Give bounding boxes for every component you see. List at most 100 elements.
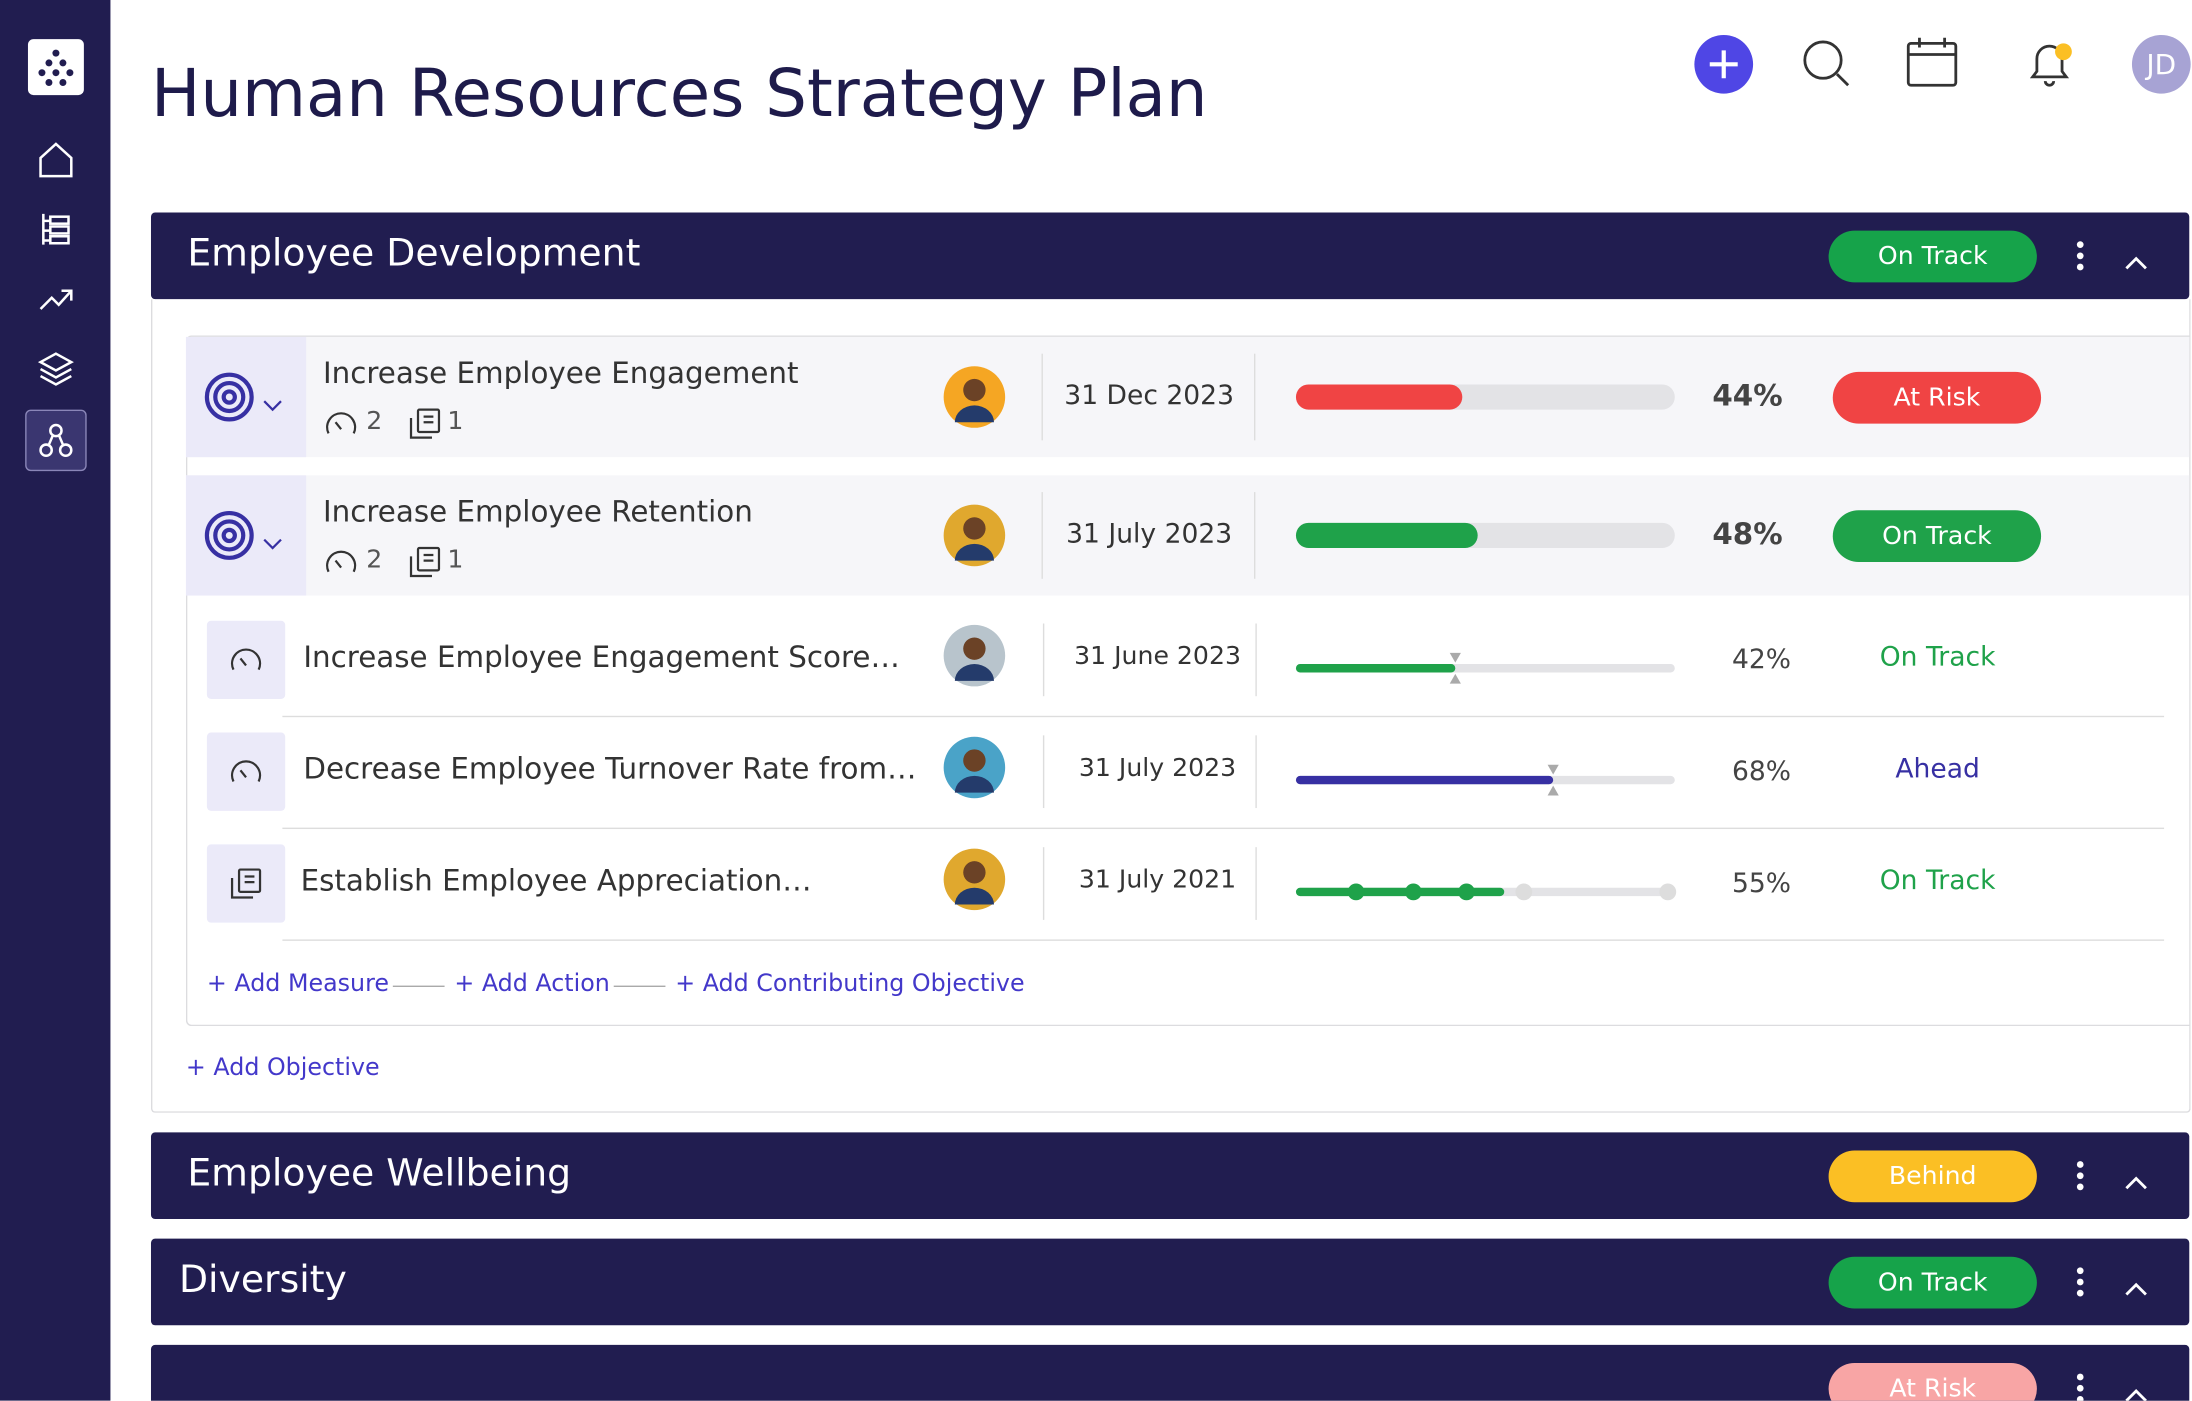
add-objective[interactable]: + Add Objective (185, 1054, 380, 1083)
measure-icon (324, 410, 358, 444)
divider (1255, 623, 1257, 697)
progress-label: 68% (1731, 756, 1791, 788)
due-date: 31 July 2023 (1078, 753, 1237, 783)
collapse-button[interactable] (2125, 1381, 2147, 1401)
logo[interactable] (27, 39, 84, 96)
user-avatar[interactable]: JD (2131, 34, 2191, 94)
key-result-title[interactable]: Increase Employee Engagement Score… (303, 640, 900, 674)
section-body (150, 299, 2191, 1113)
divider (1042, 735, 1045, 809)
avatar (943, 624, 1006, 687)
page-title: Human Resources Strategy Plan (150, 55, 1208, 133)
progress-bar (1295, 664, 1456, 673)
action-count: 1 (447, 545, 464, 575)
milestone (1658, 883, 1676, 901)
link-connector (392, 985, 445, 987)
key-result-icon[interactable] (206, 732, 286, 811)
trend-icon[interactable] (38, 285, 74, 313)
status-badge[interactable]: At Risk (1832, 371, 2042, 424)
key-result-icon[interactable] (206, 620, 286, 699)
key-result-icon[interactable] (206, 844, 286, 923)
expand-chevron[interactable] (263, 530, 283, 557)
progress-marker (1448, 651, 1462, 685)
due-date: 31 Dec 2023 (1064, 380, 1234, 412)
sidebar (0, 0, 111, 1401)
expand-chevron[interactable] (263, 391, 283, 418)
status-badge[interactable]: Behind (1828, 1150, 2037, 1203)
add-link[interactable]: + Add Action (454, 970, 610, 999)
divider (1255, 847, 1257, 920)
due-date: 31 July 2021 (1078, 865, 1237, 895)
status-badge[interactable]: On Track (1832, 510, 2042, 562)
status-text: Ahead (1895, 753, 1980, 785)
target-icon (203, 370, 256, 429)
progress-label: 42% (1731, 644, 1791, 676)
row-separator (282, 827, 2165, 830)
menu-button[interactable] (2076, 1267, 2084, 1303)
status-badge[interactable]: At Risk (1828, 1363, 2037, 1401)
menu-button[interactable] (2076, 1160, 2084, 1196)
network-icon (39, 423, 73, 458)
status-badge[interactable]: On Track (1828, 1256, 2037, 1309)
status-badge[interactable]: On Track (1828, 230, 2037, 283)
milestone (1348, 883, 1365, 901)
divider (1041, 492, 1043, 579)
status-text: On Track (1879, 641, 1996, 673)
progress-bar (1295, 775, 1554, 785)
avatar (943, 366, 1006, 428)
status-text: On Track (1879, 865, 1996, 897)
add-button[interactable] (1694, 34, 1754, 94)
notifications-icon[interactable] (2027, 38, 2077, 91)
key-result-title[interactable]: Decrease Employee Turnover Rate from… (303, 752, 917, 786)
measure-count: 2 (366, 545, 383, 575)
divider (1254, 353, 1256, 441)
action-icon (408, 545, 442, 584)
collapse-button[interactable] (2125, 1169, 2147, 1196)
objective-title[interactable]: Increase Employee Engagement (322, 356, 799, 391)
row-separator (282, 715, 2165, 718)
link-connector (613, 985, 666, 987)
add-link[interactable]: + Add Contributing Objective (675, 970, 1025, 999)
progress-bar (1295, 522, 1478, 549)
measure-count: 2 (366, 406, 383, 437)
milestone (1514, 883, 1532, 901)
collapse-button[interactable] (2125, 1275, 2147, 1302)
avatar (943, 848, 1006, 911)
key-result-title[interactable]: Establish Employee Appreciation… (300, 863, 812, 898)
search-icon[interactable] (1802, 39, 1852, 89)
progress-label: 55% (1731, 868, 1791, 899)
calendar-icon[interactable] (1906, 37, 1958, 88)
list-icon[interactable] (39, 211, 73, 247)
active-nav[interactable] (25, 409, 87, 472)
action-count: 1 (447, 406, 464, 437)
section-title: Employee Development (187, 232, 641, 276)
progress-marker (1547, 763, 1561, 797)
milestone (1404, 883, 1422, 901)
collapse-button[interactable] (2125, 249, 2147, 276)
divider (1254, 492, 1256, 579)
menu-button[interactable] (2076, 240, 2084, 276)
divider (1255, 735, 1257, 809)
due-date: 31 July 2023 (1066, 518, 1233, 550)
progress-track (1295, 664, 1675, 673)
due-date: 31 June 2023 (1074, 641, 1241, 672)
menu-button[interactable] (2076, 1373, 2084, 1401)
home-icon[interactable] (38, 141, 74, 178)
divider (1042, 623, 1045, 697)
divider (1041, 353, 1043, 441)
add-link[interactable]: + Add Measure (206, 970, 389, 999)
avatar (943, 504, 1006, 567)
progress-bar (1295, 384, 1463, 410)
layers-icon[interactable] (37, 351, 74, 387)
section-title: Employee Wellbeing (187, 1151, 572, 1196)
objective-title[interactable]: Increase Employee Retention (322, 494, 753, 529)
milestone (1458, 883, 1475, 901)
progress-label: 44% (1712, 378, 1783, 413)
section-title: Diversity (178, 1258, 347, 1302)
objective-card (185, 335, 2191, 1027)
progress-label: 48% (1712, 517, 1783, 551)
divider (1042, 847, 1045, 920)
